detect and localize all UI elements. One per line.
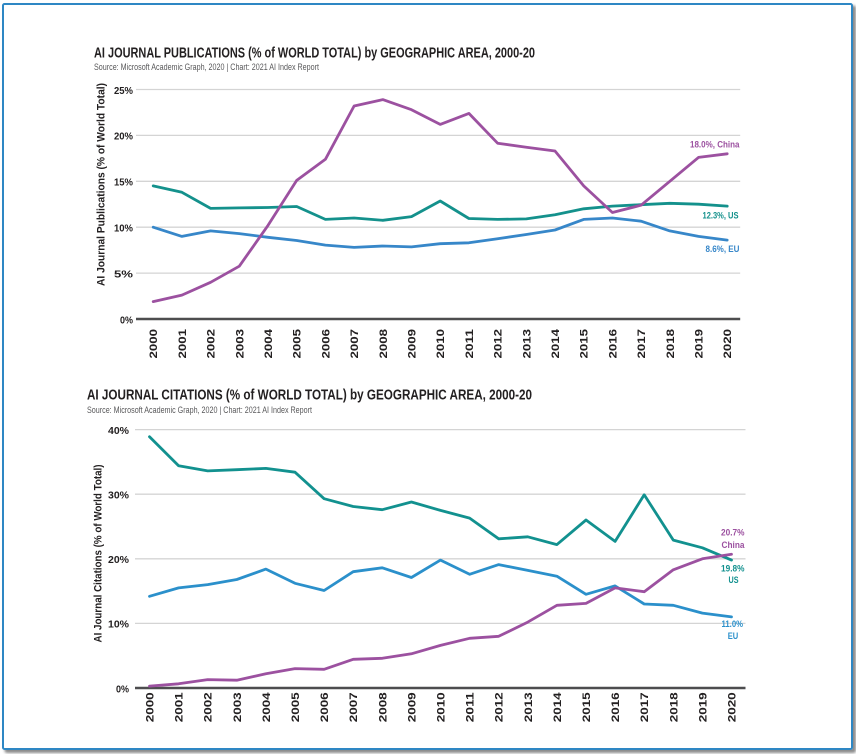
svg-text:2001: 2001 [177,329,189,359]
svg-text:30%: 30% [108,490,130,502]
svg-text:Source: Microsoft Academic Gra: Source: Microsoft Academic Graph, 2020 |… [94,62,319,72]
svg-text:2018: 2018 [665,329,677,359]
svg-text:AI Journal Citations (% of Wor: AI Journal Citations (% of World Total) [93,464,105,642]
svg-text:2020: 2020 [727,692,739,722]
svg-text:2017: 2017 [639,692,651,722]
svg-text:40%: 40% [108,425,130,437]
svg-text:2004: 2004 [263,328,275,359]
svg-text:8.6%, EU: 8.6%, EU [706,244,740,255]
svg-text:2008: 2008 [377,692,389,722]
svg-text:2008: 2008 [378,329,390,359]
svg-text:2016: 2016 [610,692,622,722]
svg-text:AI JOURNAL PUBLICATIONS (% of: AI JOURNAL PUBLICATIONS (% of WORLD TOTA… [94,46,535,62]
svg-text:2012: 2012 [494,692,506,722]
svg-text:18.0%, China: 18.0%, China [690,139,740,150]
svg-text:2010: 2010 [436,692,448,722]
svg-text:2003: 2003 [234,329,246,359]
svg-text:2019: 2019 [697,692,709,722]
svg-text:12.3%, US: 12.3%, US [703,211,739,222]
svg-text:2005: 2005 [290,692,302,722]
svg-text:11.0%: 11.0% [722,619,744,629]
svg-text:2006: 2006 [319,692,331,722]
svg-text:2014: 2014 [550,328,562,359]
svg-text:EU: EU [728,631,739,641]
svg-text:2017: 2017 [636,329,648,359]
svg-text:2012: 2012 [493,329,505,359]
svg-text:2016: 2016 [607,329,619,359]
svg-text:2000: 2000 [145,692,157,722]
svg-text:2009: 2009 [406,692,418,722]
svg-text:2007: 2007 [349,329,361,359]
svg-text:2018: 2018 [668,692,680,722]
svg-text:2001: 2001 [174,692,186,722]
svg-text:0%: 0% [116,683,130,695]
svg-text:2010: 2010 [435,329,447,359]
svg-text:China: China [722,540,746,550]
svg-text:25%: 25% [114,85,134,97]
svg-text:2005: 2005 [292,329,304,359]
svg-text:19.8%: 19.8% [721,563,745,573]
svg-text:20%: 20% [114,131,134,143]
svg-text:2020: 2020 [722,329,734,359]
svg-text:2003: 2003 [232,692,244,722]
svg-text:2002: 2002 [206,329,218,359]
svg-text:2011: 2011 [465,692,477,722]
svg-text:2015: 2015 [579,329,591,359]
svg-text:2014: 2014 [552,691,564,722]
svg-text:5%: 5% [114,268,134,280]
svg-text:2009: 2009 [407,329,419,359]
svg-text:US: US [729,575,739,585]
svg-text:2019: 2019 [694,329,706,359]
svg-text:2007: 2007 [348,692,360,722]
svg-text:10%: 10% [114,223,134,235]
svg-text:0%: 0% [120,314,134,326]
svg-text:2002: 2002 [203,692,215,722]
svg-text:AI JOURNAL CITATIONS (% of WOR: AI JOURNAL CITATIONS (% of WORLD TOTAL) … [87,388,532,404]
svg-text:10%: 10% [108,619,130,631]
svg-text:20%: 20% [108,554,130,566]
svg-text:AI Journal Publications (% of: AI Journal Publications (% of World Tota… [96,83,108,286]
svg-text:2013: 2013 [523,692,535,722]
svg-text:2011: 2011 [464,329,476,359]
svg-text:15%: 15% [114,177,134,189]
svg-text:2004: 2004 [261,691,273,722]
svg-text:20.7%: 20.7% [721,528,745,538]
svg-text:2015: 2015 [581,692,593,722]
svg-text:2013: 2013 [521,329,533,359]
svg-text:Source: Microsoft Academic Gra: Source: Microsoft Academic Graph, 2020 |… [87,405,312,415]
svg-text:2006: 2006 [320,329,332,359]
svg-text:2000: 2000 [148,329,160,359]
